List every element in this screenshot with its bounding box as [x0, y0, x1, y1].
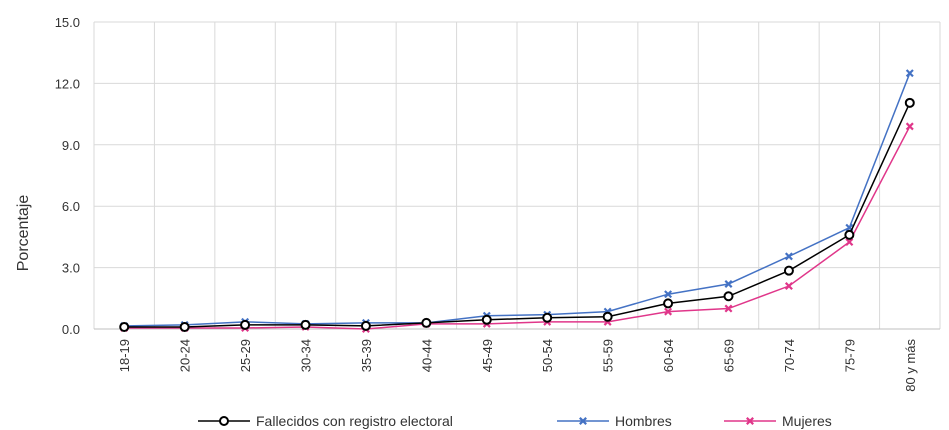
legend-item: Fallecidos con registro electoral: [198, 413, 453, 429]
x-tick-label: 60-64: [661, 339, 676, 372]
x-tick-label: 35-39: [359, 339, 374, 372]
data-point: [179, 321, 190, 332]
data-point: [421, 317, 432, 328]
data-point: [300, 319, 311, 330]
data-point: [240, 319, 251, 330]
x-tick-label: 40-44: [419, 339, 434, 372]
y-tick-label: 3.0: [62, 261, 80, 276]
legend-marker: [579, 417, 587, 425]
data-point: [784, 282, 793, 290]
legend-label: Mujeres: [782, 413, 832, 429]
x-axis-ticks: 18-19 20-24 25-29 30-34 35-39 40-44 45-49 50-54…: [117, 339, 918, 392]
y-tick-label: 9.0: [62, 138, 80, 153]
data-point: [905, 69, 914, 78]
x-tick-label: 80 y más: [903, 339, 918, 392]
data-point: [664, 290, 673, 299]
series-line: [124, 72, 911, 327]
x-tick-label: 20-24: [178, 339, 193, 372]
y-tick-label: 6.0: [62, 199, 80, 214]
data-point: [904, 97, 915, 108]
data-point: [481, 314, 492, 325]
legend: Fallecidos con registro electoral Hombres…: [198, 413, 832, 429]
x-tick-label: 75-79: [842, 339, 857, 372]
data-point: [119, 321, 130, 332]
x-tick-label: 18-19: [117, 339, 132, 372]
data-point: [724, 304, 733, 313]
data-point: [360, 320, 371, 331]
data-point: [784, 252, 793, 261]
x-tick-label: 55-59: [601, 339, 616, 372]
data-point: [724, 279, 733, 288]
series-line: [124, 102, 911, 328]
x-tick-label: 65-69: [722, 339, 737, 372]
series-line: [124, 126, 911, 330]
data-point: [844, 229, 855, 240]
x-tick-label: 45-49: [480, 339, 495, 372]
y-tick-label: 12.0: [55, 76, 80, 91]
y-tick-label: 0.0: [62, 322, 80, 337]
legend-label: Fallecidos con registro electoral: [256, 413, 453, 429]
data-point: [602, 311, 613, 322]
x-tick-label: 70-74: [782, 339, 797, 372]
legend-item: Mujeres: [724, 413, 832, 429]
data-point: [845, 238, 854, 246]
legend-label: Hombres: [615, 413, 672, 429]
x-tick-label: 25-29: [238, 339, 253, 372]
legend-marker: [219, 416, 229, 426]
data-point: [542, 312, 553, 323]
data-point: [663, 298, 674, 309]
grid-lines: [93, 21, 941, 330]
x-tick-label: 50-54: [540, 339, 555, 372]
series-group: [119, 69, 915, 333]
data-point: [905, 122, 914, 131]
legend-marker: [746, 417, 754, 425]
data-point: [723, 291, 734, 302]
data-point: [664, 307, 673, 316]
legend-item: Hombres: [557, 413, 672, 429]
series-0: [119, 97, 915, 332]
y-axis-ticks: 0.0 3.0 6.0 9.0 12.0 15.0: [55, 15, 80, 337]
y-axis-label: Porcentaje: [15, 195, 32, 272]
x-tick-label: 30-34: [299, 339, 314, 372]
data-point: [783, 265, 794, 276]
y-tick-label: 15.0: [55, 15, 80, 30]
